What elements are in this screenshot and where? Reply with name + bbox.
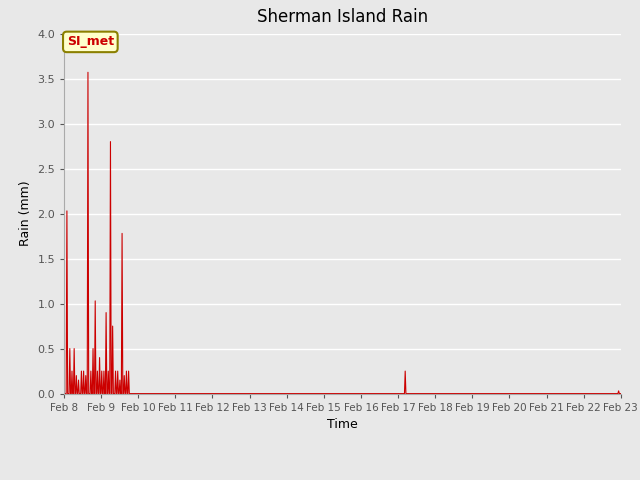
X-axis label: Time: Time xyxy=(327,418,358,431)
Legend: Rain: Rain xyxy=(306,479,379,480)
Y-axis label: Rain (mm): Rain (mm) xyxy=(19,181,31,246)
Text: SI_met: SI_met xyxy=(67,36,114,48)
Title: Sherman Island Rain: Sherman Island Rain xyxy=(257,9,428,26)
